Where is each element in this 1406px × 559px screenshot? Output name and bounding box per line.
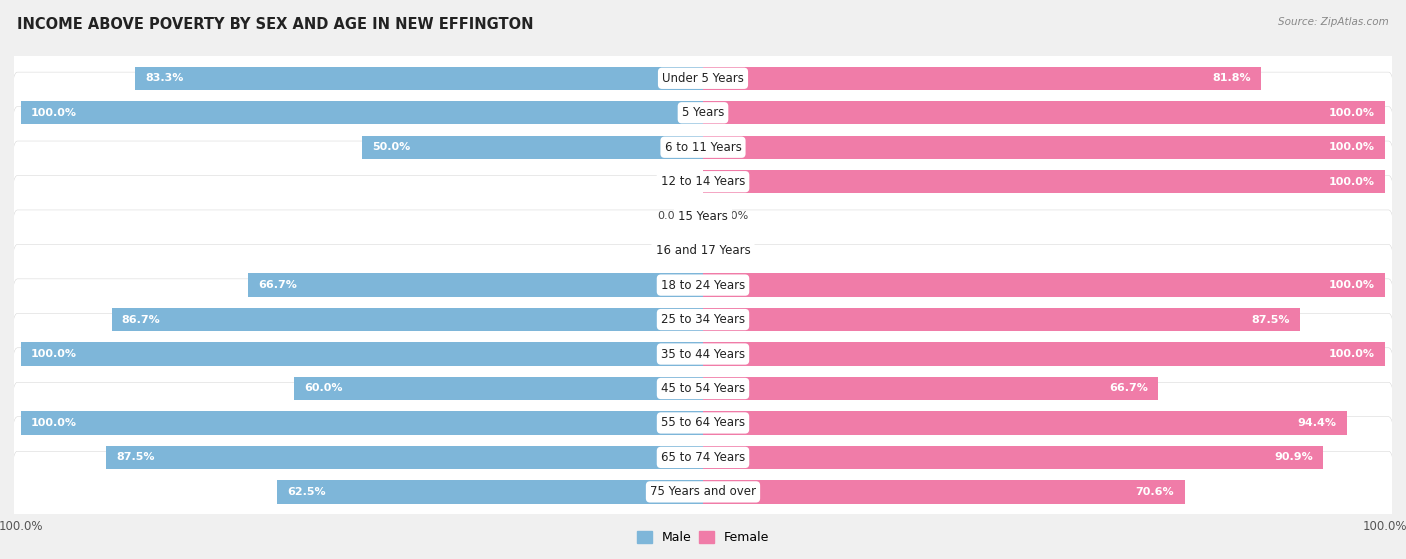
Bar	[703, 342, 1385, 366]
Text: 66.7%: 66.7%	[1109, 383, 1147, 394]
Bar	[703, 273, 1385, 297]
Bar	[247, 273, 703, 297]
Text: 25 to 34 Years: 25 to 34 Years	[661, 313, 745, 326]
Bar	[294, 377, 703, 400]
Text: 0.0%: 0.0%	[720, 245, 748, 255]
Text: 100.0%: 100.0%	[1329, 349, 1375, 359]
Bar	[703, 101, 1385, 125]
Text: 35 to 44 Years: 35 to 44 Years	[661, 348, 745, 361]
Text: 100.0%: 100.0%	[1329, 177, 1375, 187]
Text: 5 Years: 5 Years	[682, 106, 724, 119]
FancyBboxPatch shape	[13, 37, 1393, 119]
FancyBboxPatch shape	[13, 141, 1393, 222]
FancyBboxPatch shape	[13, 382, 1393, 463]
Text: 12 to 14 Years: 12 to 14 Years	[661, 175, 745, 188]
Text: 18 to 24 Years: 18 to 24 Years	[661, 278, 745, 292]
Text: 6 to 11 Years: 6 to 11 Years	[665, 141, 741, 154]
Bar	[703, 170, 1385, 193]
Text: 65 to 74 Years: 65 to 74 Years	[661, 451, 745, 464]
Bar	[21, 101, 703, 125]
Text: 90.9%: 90.9%	[1274, 452, 1313, 462]
Text: 62.5%: 62.5%	[287, 487, 326, 497]
Text: 55 to 64 Years: 55 to 64 Years	[661, 416, 745, 429]
FancyBboxPatch shape	[13, 451, 1393, 533]
Text: 100.0%: 100.0%	[1329, 142, 1375, 152]
Bar	[111, 308, 703, 331]
Text: 60.0%: 60.0%	[304, 383, 343, 394]
Text: 15 Years: 15 Years	[678, 210, 728, 222]
Text: 66.7%: 66.7%	[259, 280, 297, 290]
Text: 0.0%: 0.0%	[658, 211, 686, 221]
Text: 81.8%: 81.8%	[1212, 73, 1251, 83]
Bar	[703, 67, 1261, 90]
Text: 50.0%: 50.0%	[373, 142, 411, 152]
FancyBboxPatch shape	[13, 72, 1393, 153]
Bar	[135, 67, 703, 90]
Bar	[277, 480, 703, 504]
Text: 100.0%: 100.0%	[1329, 280, 1375, 290]
Bar	[21, 342, 703, 366]
FancyBboxPatch shape	[13, 107, 1393, 188]
Text: 0.0%: 0.0%	[720, 211, 748, 221]
FancyBboxPatch shape	[13, 279, 1393, 360]
Text: 70.6%: 70.6%	[1136, 487, 1174, 497]
Text: 100.0%: 100.0%	[31, 418, 77, 428]
Text: 87.5%: 87.5%	[117, 452, 155, 462]
Bar	[21, 411, 703, 435]
Bar	[703, 446, 1323, 469]
Text: 86.7%: 86.7%	[122, 315, 160, 325]
Bar	[105, 446, 703, 469]
FancyBboxPatch shape	[13, 210, 1393, 291]
Text: Source: ZipAtlas.com: Source: ZipAtlas.com	[1278, 17, 1389, 27]
FancyBboxPatch shape	[13, 244, 1393, 326]
FancyBboxPatch shape	[13, 314, 1393, 395]
Bar	[703, 377, 1159, 400]
Bar	[703, 480, 1185, 504]
Text: 87.5%: 87.5%	[1251, 315, 1289, 325]
Bar	[361, 135, 703, 159]
Text: 16 and 17 Years: 16 and 17 Years	[655, 244, 751, 257]
Text: 0.0%: 0.0%	[658, 245, 686, 255]
Text: INCOME ABOVE POVERTY BY SEX AND AGE IN NEW EFFINGTON: INCOME ABOVE POVERTY BY SEX AND AGE IN N…	[17, 17, 533, 32]
Text: 100.0%: 100.0%	[1329, 108, 1375, 118]
Bar	[703, 411, 1347, 435]
Text: 0.0%: 0.0%	[658, 177, 686, 187]
FancyBboxPatch shape	[13, 417, 1393, 498]
FancyBboxPatch shape	[13, 348, 1393, 429]
Text: 83.3%: 83.3%	[145, 73, 183, 83]
Text: 100.0%: 100.0%	[31, 108, 77, 118]
Text: 75 Years and over: 75 Years and over	[650, 485, 756, 499]
Legend: Male, Female: Male, Female	[631, 526, 775, 549]
Text: Under 5 Years: Under 5 Years	[662, 72, 744, 85]
Text: 94.4%: 94.4%	[1298, 418, 1337, 428]
Bar	[703, 135, 1385, 159]
Text: 100.0%: 100.0%	[31, 349, 77, 359]
Bar	[703, 308, 1301, 331]
FancyBboxPatch shape	[13, 176, 1393, 257]
Text: 45 to 54 Years: 45 to 54 Years	[661, 382, 745, 395]
